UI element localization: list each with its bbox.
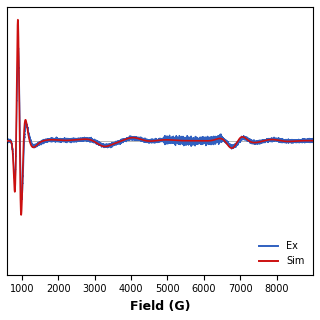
Legend: Ex, Sim: Ex, Sim (255, 237, 308, 270)
X-axis label: Field (G): Field (G) (130, 300, 190, 313)
